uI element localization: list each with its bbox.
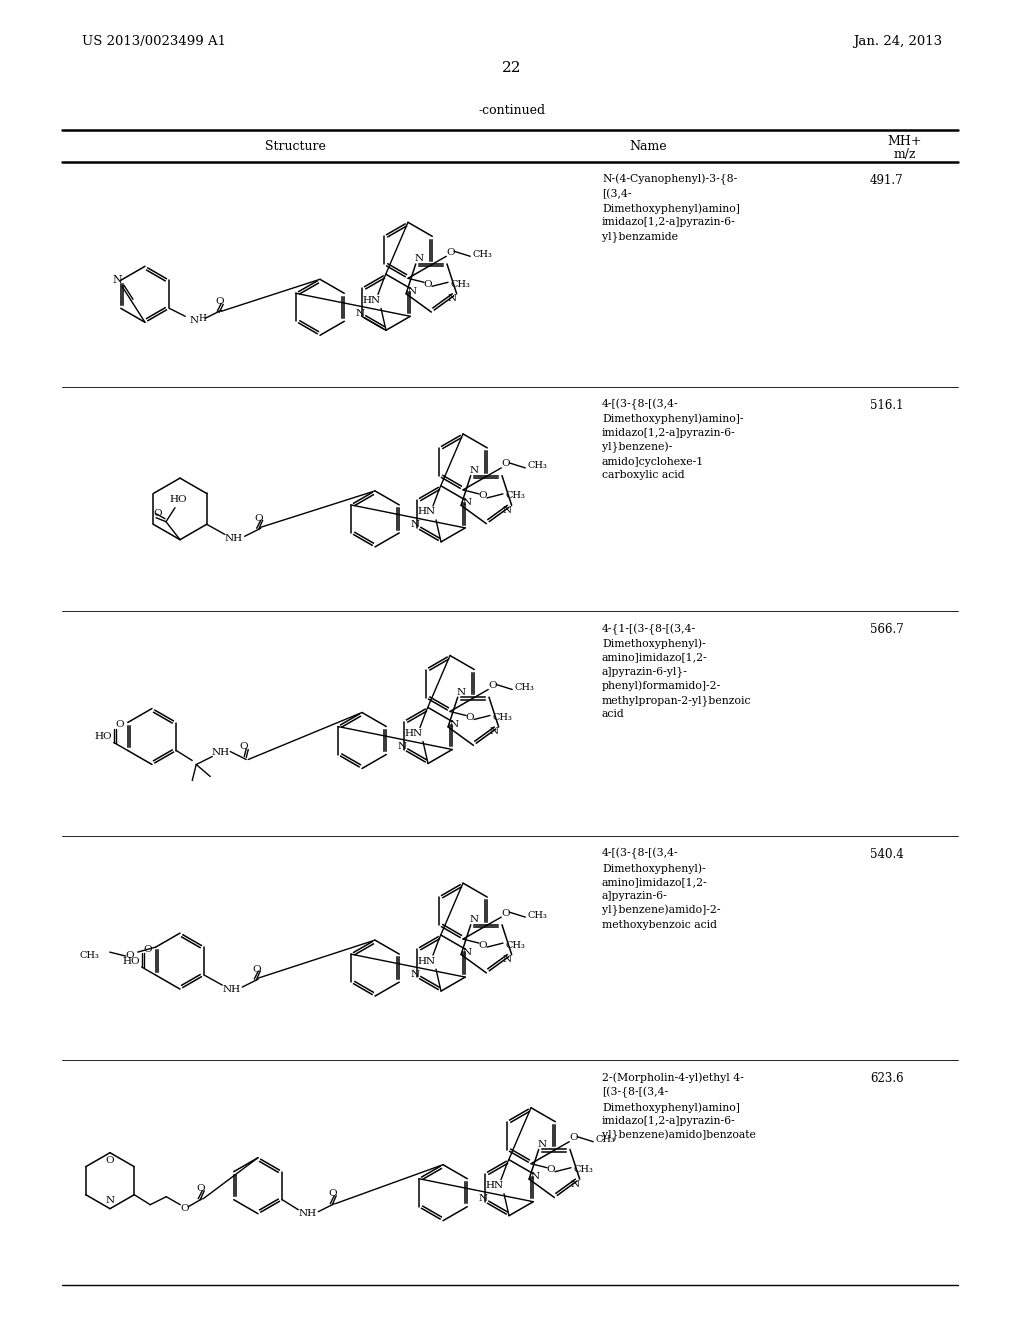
Text: CH₃: CH₃ [573,1166,593,1175]
Text: N: N [112,276,122,285]
Text: N: N [469,466,478,475]
Text: N: N [411,520,419,529]
Text: N: N [570,1180,580,1188]
Text: N: N [463,948,472,957]
Text: 540.4: 540.4 [870,847,904,861]
Text: O: O [143,945,152,953]
Text: NH: NH [298,1209,316,1218]
Text: N: N [411,970,419,978]
Text: O: O [488,681,497,690]
Text: US 2013/0023499 A1: US 2013/0023499 A1 [82,36,226,49]
Text: O: O [547,1166,555,1175]
Text: 566.7: 566.7 [870,623,904,636]
Text: O: O [501,459,510,469]
Text: O: O [478,941,487,949]
Text: N-(4-Cyanophenyl)-3-{8-
[(3,4-
Dimethoxyphenyl)amino]
imidazo[1,2-a]pyrazin-6-
y: N-(4-Cyanophenyl)-3-{8- [(3,4- Dimethoxy… [602,174,740,242]
Text: MH+: MH+ [888,135,923,148]
Text: 4-[(3-{8-[(3,4-
Dimethoxyphenyl)-
amino]imidazo[1,2-
a]pyrazin-6-
yl}benzene)ami: 4-[(3-{8-[(3,4- Dimethoxyphenyl)- amino]… [602,847,721,929]
Text: O: O [105,1156,115,1166]
Text: O: O [215,297,223,306]
Text: Name: Name [629,140,667,153]
Text: O: O [154,510,163,519]
Text: O: O [424,280,432,289]
Text: O: O [196,1184,205,1193]
Text: N: N [463,499,472,507]
Text: N: N [397,742,407,751]
Text: N: N [538,1140,546,1148]
Text: 4-[(3-{8-[(3,4-
Dimethoxyphenyl)amino]-
imidazo[1,2-a]pyrazin-6-
yl}benzene)-
am: 4-[(3-{8-[(3,4- Dimethoxyphenyl)amino]- … [602,399,743,480]
Text: N: N [450,719,459,729]
Text: CH₃: CH₃ [505,941,525,949]
Text: m/z: m/z [894,148,916,161]
Text: N: N [502,506,511,515]
Text: N: N [469,915,478,924]
Text: N: N [408,286,417,296]
Text: CH₃: CH₃ [527,462,547,470]
Text: 4-{1-[(3-{8-[(3,4-
Dimethoxyphenyl)-
amino]imidazo[1,2-
a]pyrazin-6-yl}-
phenyl): 4-{1-[(3-{8-[(3,4- Dimethoxyphenyl)- ami… [602,623,752,719]
Text: O: O [328,1189,337,1199]
Text: 491.7: 491.7 [870,174,903,187]
Text: 516.1: 516.1 [870,399,903,412]
Text: 623.6: 623.6 [870,1072,903,1085]
Text: HN: HN [418,507,436,516]
Text: N: N [456,688,465,697]
Text: CH₃: CH₃ [505,491,525,500]
Text: HO: HO [169,495,186,504]
Text: O: O [116,719,124,729]
Text: O: O [180,1204,188,1213]
Text: CH₃: CH₃ [451,280,470,289]
Text: N: N [502,954,511,964]
Text: CH₃: CH₃ [472,249,493,259]
Text: Structure: Structure [264,140,326,153]
Text: O: O [252,965,260,974]
Text: O: O [569,1133,578,1142]
Text: N: N [189,315,199,325]
Text: HO: HO [95,733,113,741]
Text: O: O [239,742,248,751]
Text: HN: HN [486,1181,504,1191]
Text: CH₃: CH₃ [527,911,547,920]
Text: CH₃: CH₃ [595,1135,615,1144]
Text: -continued: -continued [478,103,546,116]
Text: N: N [414,255,423,264]
Text: HN: HN [404,729,423,738]
Text: N: N [447,294,457,304]
Text: O: O [478,491,487,500]
Text: N: N [530,1172,540,1181]
Text: HN: HN [362,296,381,305]
Text: NH: NH [222,985,241,994]
Text: 2-(Morpholin-4-yl)ethyl 4-
[(3-{8-[(3,4-
Dimethoxyphenyl)amino]
imidazo[1,2-a]py: 2-(Morpholin-4-yl)ethyl 4- [(3-{8-[(3,4-… [602,1072,756,1142]
Text: N: N [105,1196,115,1205]
Text: CH₃: CH₃ [514,682,535,692]
Text: N: N [355,309,365,318]
Text: HO: HO [123,957,140,966]
Text: Jan. 24, 2013: Jan. 24, 2013 [853,36,942,49]
Text: H: H [199,314,206,323]
Text: 22: 22 [502,61,522,75]
Text: O: O [501,908,510,917]
Text: CH₃: CH₃ [80,950,99,960]
Text: O: O [466,713,474,722]
Text: O: O [254,513,263,523]
Text: O: O [445,248,455,257]
Text: NH: NH [211,748,229,756]
Text: N: N [478,1195,487,1204]
Text: N: N [489,727,499,737]
Text: CH₃: CH₃ [493,713,512,722]
Text: NH: NH [224,533,243,543]
Text: O: O [125,950,134,960]
Text: HN: HN [418,957,436,966]
